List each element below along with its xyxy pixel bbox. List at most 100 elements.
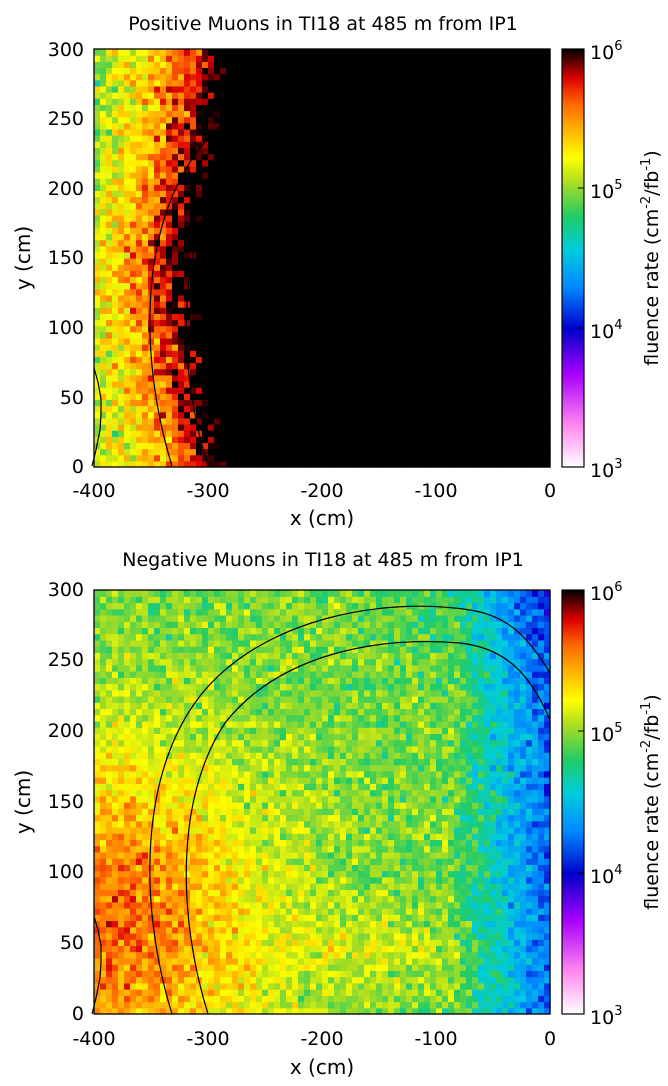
heatmap-cell [490, 153, 497, 161]
heatmap-cell [352, 208, 359, 216]
heatmap-cell [106, 122, 113, 130]
heatmap-cell [106, 141, 113, 148]
heatmap-cell [370, 258, 377, 265]
heatmap-cell [394, 264, 401, 271]
heatmap-cell [484, 307, 491, 314]
heatmap-cell [220, 110, 227, 118]
heatmap-cell [538, 251, 545, 259]
heatmap-cell [172, 442, 179, 450]
heatmap-cell [418, 85, 425, 93]
heatmap-cell [250, 190, 257, 198]
heatmap-cell [430, 270, 437, 278]
heatmap-cell [214, 307, 221, 314]
heatmap-cell [154, 387, 161, 394]
heatmap-cell [316, 393, 323, 400]
heatmap-cell [118, 442, 125, 450]
heatmap-cell [460, 417, 467, 425]
heatmap-cell [382, 79, 389, 87]
heatmap-cell [340, 85, 347, 93]
heatmap-cell [118, 460, 125, 468]
heatmap-cell [502, 67, 509, 75]
heatmap-cell [520, 141, 527, 148]
heatmap-cell [478, 282, 485, 290]
heatmap-cell [166, 417, 173, 425]
heatmap-cell [340, 344, 347, 351]
heatmap-cell [394, 141, 401, 148]
heatmap-cell [136, 374, 143, 382]
heatmap-cell [250, 436, 257, 444]
heatmap-cell [268, 239, 275, 247]
heatmap-cell [286, 270, 293, 278]
heatmap-cell [280, 202, 287, 210]
heatmap-cell [454, 196, 461, 204]
heatmap-cell [538, 85, 545, 93]
heatmap-cell [310, 178, 317, 185]
heatmap-cell [544, 344, 551, 351]
heatmap-cell [112, 417, 119, 425]
heatmap-cell [364, 344, 371, 351]
heatmap-cell [454, 331, 461, 339]
heatmap-cell [334, 374, 341, 382]
heatmap-cell [190, 202, 197, 210]
heatmap-cell [388, 430, 395, 437]
heatmap-cell [268, 128, 275, 136]
heatmap-cell [424, 227, 431, 235]
heatmap-cell [208, 92, 215, 99]
heatmap-cell [178, 221, 185, 228]
heatmap-cell [358, 202, 365, 210]
heatmap-cell [346, 178, 353, 185]
heatmap-cell [532, 356, 539, 364]
heatmap-cell [100, 374, 107, 382]
heatmap-cell [106, 171, 113, 179]
heatmap-cell [142, 356, 149, 364]
heatmap-cell [490, 405, 497, 413]
heatmap-cell [532, 448, 539, 456]
heatmap-cell [418, 258, 425, 265]
heatmap-cell [532, 294, 539, 302]
heatmap-cell [280, 239, 287, 247]
heatmap-cell [250, 128, 257, 136]
heatmap-cell [358, 171, 365, 179]
heatmap-cell [334, 448, 341, 456]
heatmap-cell [298, 307, 305, 314]
heatmap-cell [268, 251, 275, 259]
heatmap-cell [454, 171, 461, 179]
heatmap-cell [202, 221, 209, 228]
heatmap-cell [430, 110, 437, 118]
heatmap-cell [190, 270, 197, 278]
heatmap-cell [388, 301, 395, 308]
heatmap-cell [352, 301, 359, 308]
heatmap-cell [268, 233, 275, 241]
heatmap-cell [466, 430, 473, 437]
heatmap-cell [208, 61, 215, 69]
heatmap-cell [298, 393, 305, 400]
heatmap-cell [310, 85, 317, 93]
heatmap-cell [358, 276, 365, 284]
heatmap-cell [292, 405, 299, 413]
heatmap-cell [238, 178, 245, 185]
heatmap-cell [448, 380, 455, 388]
heatmap-cell [142, 98, 149, 105]
heatmap-cell [322, 147, 329, 155]
heatmap-cell [214, 61, 221, 69]
heatmap-cell [370, 423, 377, 431]
heatmap-cell [298, 319, 305, 327]
heatmap-cell [436, 325, 443, 333]
heatmap-cell [268, 405, 275, 413]
heatmap-cell [442, 411, 449, 419]
heatmap-cell [436, 350, 443, 357]
heatmap-cell [412, 319, 419, 327]
heatmap-cell [454, 128, 461, 136]
heatmap-cell [430, 141, 437, 148]
heatmap-cell [484, 430, 491, 437]
heatmap-cell [100, 251, 107, 259]
heatmap-cell [496, 190, 503, 198]
heatmap-cell [136, 411, 143, 419]
heatmap-cell [178, 196, 185, 204]
heatmap-cell [340, 393, 347, 400]
heatmap-cell [370, 202, 377, 210]
heatmap-cell [526, 325, 533, 333]
heatmap-cell [280, 337, 287, 345]
heatmap-cell [160, 159, 167, 167]
heatmap-cell [220, 276, 227, 284]
